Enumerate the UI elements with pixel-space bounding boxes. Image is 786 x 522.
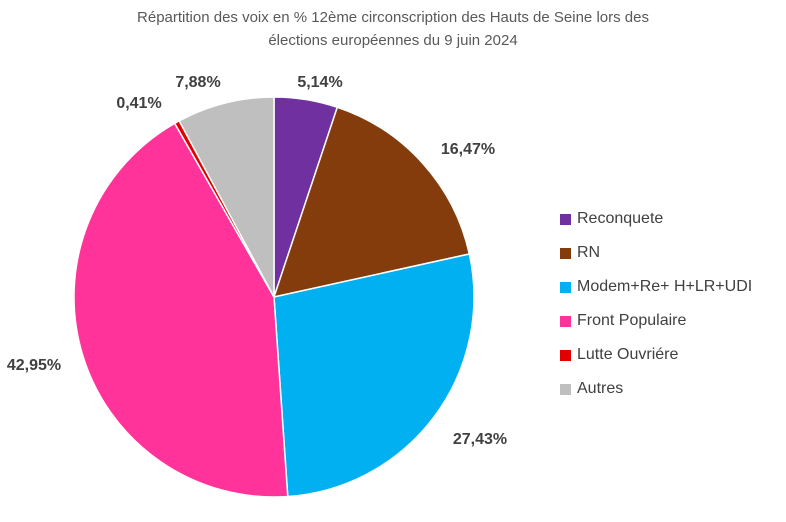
pie-slice-6 — [178, 96, 275, 298]
data-label-3: 27,43% — [453, 431, 507, 448]
legend-swatch — [560, 281, 571, 293]
legend-label: Reconquete — [577, 210, 664, 227]
pie-slice-4 — [73, 122, 289, 498]
legend-swatch — [560, 247, 571, 259]
legend-item: Front Populaire — [560, 304, 752, 338]
pie-slice-2 — [273, 106, 471, 298]
legend-swatch — [560, 349, 571, 361]
data-label-4: 42,95% — [7, 357, 61, 374]
legend-swatch — [560, 383, 571, 395]
legend-label: Front Populaire — [577, 312, 687, 329]
legend-label: Autres — [577, 380, 624, 397]
data-label-6: 7,88% — [175, 74, 220, 91]
data-label-2: 16,47% — [441, 141, 495, 158]
legend-label: RN — [577, 244, 601, 261]
pie-slices — [73, 96, 475, 498]
data-label-1: 5,14% — [297, 74, 342, 91]
legend-label: Modem+Re+ H+LR+UDI — [577, 278, 753, 295]
pie-slice-3 — [273, 253, 475, 498]
chart-title-line-1: Répartition des voix en % 12ème circonsc… — [137, 9, 649, 26]
legend-item: Lutte Ouvriére — [560, 338, 752, 372]
pie-data-labels: 5,14% 16,47% 27,43% 42,95% 0,41% 7,88% — [7, 74, 507, 448]
legend-item: Reconquete — [560, 202, 752, 236]
legend-swatch — [560, 213, 571, 225]
chart-legend: Reconquete RN Modem+Re+ H+LR+UDI Front Popu… — [560, 202, 752, 406]
legend-item: Modem+Re+ H+LR+UDI — [560, 270, 752, 304]
legend-swatch — [560, 315, 571, 327]
legend-item: RN — [560, 236, 752, 270]
legend-item: Autres — [560, 372, 752, 406]
data-label-5: 0,41% — [116, 95, 161, 112]
chart-title: Répartition des voix en % 12ème circonsc… — [0, 6, 786, 52]
legend-label: Lutte Ouvriére — [577, 346, 679, 363]
chart-title-line-2: élections européennes du 9 juin 2024 — [268, 32, 518, 49]
